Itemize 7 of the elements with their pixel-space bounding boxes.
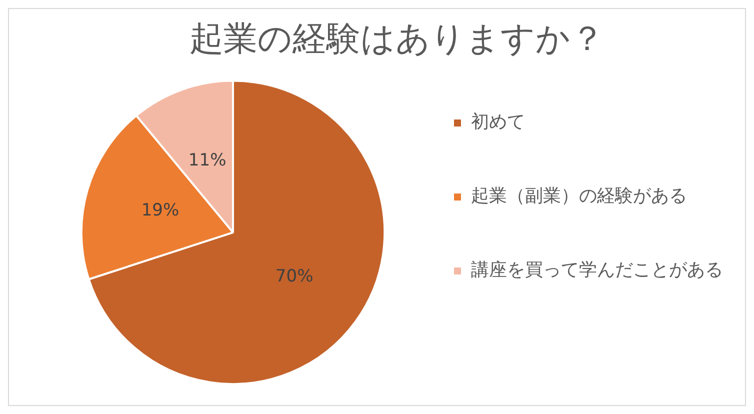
legend-label: 講座を買って学んだことがある	[471, 260, 723, 281]
chart-title: 起業の経験はありますか？	[190, 19, 604, 60]
data-label: 70%	[275, 266, 314, 286]
legend-label: 初めて	[471, 112, 525, 133]
legend-label: 起業（副業）の経験がある	[471, 186, 687, 207]
data-label: 19%	[141, 200, 180, 221]
data-label: 11%	[188, 150, 226, 171]
